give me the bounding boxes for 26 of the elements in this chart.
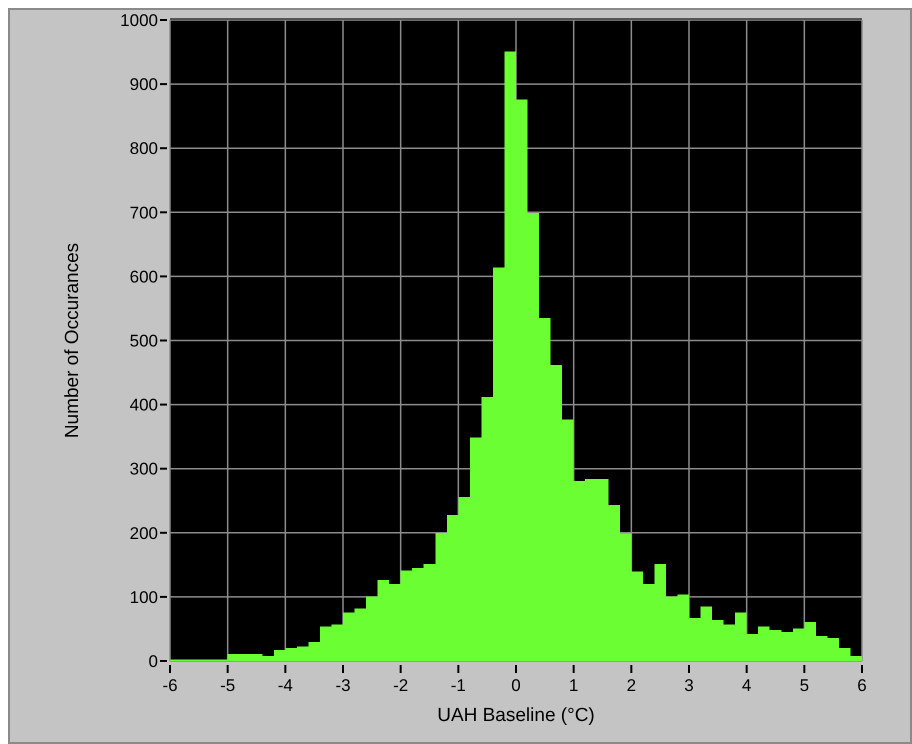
x-tick-label: 0 [511,676,521,695]
x-tick-label: -1 [450,676,466,695]
y-tick-label: 800 [130,139,158,158]
y-tick-label: 700 [130,203,158,222]
x-tick-label: 6 [857,676,867,695]
x-tick-label: -3 [335,676,351,695]
y-axis-title: Number of Occurances [62,242,83,438]
y-tick-label: 1000 [120,11,158,30]
x-tick-label: 1 [568,676,578,695]
y-tick-label: 400 [130,396,158,415]
x-tick-label: -2 [393,676,408,695]
x-tick-label: -4 [278,676,293,695]
x-tick-label: 3 [684,676,694,695]
y-tick-label: 100 [130,588,158,607]
x-tick-label: -6 [162,676,178,695]
y-tick-label: 900 [130,75,158,94]
y-tick-label: 0 [148,652,158,671]
x-tick-label: 5 [800,676,810,695]
x-axis-title: UAH Baseline (°C) [437,705,595,726]
x-tick-label: 2 [626,676,636,695]
y-tick-label: 300 [130,460,158,479]
y-tick-label: 600 [130,267,158,286]
y-tick-label: 500 [130,332,158,350]
x-tick-label: 4 [742,676,752,695]
y-tick-label: 200 [130,524,158,543]
x-tick-label: -5 [220,676,236,695]
